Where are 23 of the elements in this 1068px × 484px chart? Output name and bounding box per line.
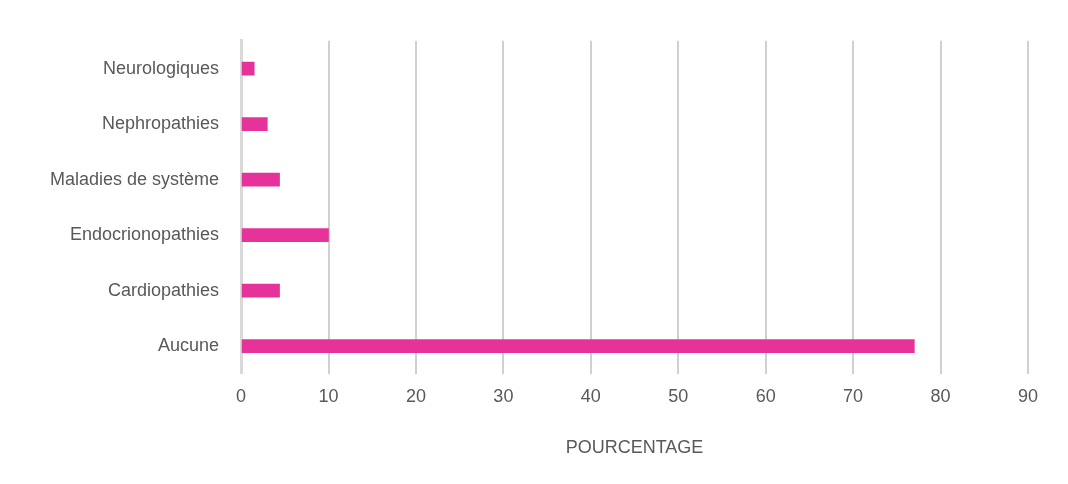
y-tick-label: Cardiopathies — [108, 279, 220, 300]
x-tick-label: 10 — [318, 385, 339, 406]
x-tick-label: 0 — [236, 385, 247, 406]
x-axis-title: POURCENTAGE — [565, 437, 704, 458]
x-tick-label: 40 — [580, 385, 601, 406]
y-tick-label: Endocrionopathies — [69, 224, 220, 245]
y-tick-label: Nephropathies — [101, 113, 220, 134]
x-tick-label: 90 — [1017, 385, 1039, 406]
y-tick-label: Maladies de système — [50, 168, 220, 189]
bar — [241, 117, 268, 131]
bar — [241, 61, 255, 76]
bar — [241, 339, 915, 353]
x-tick-label: 50 — [668, 385, 689, 406]
y-tick-label: Neurologiques — [103, 57, 220, 78]
bar — [241, 172, 280, 187]
x-tick-label: 80 — [930, 385, 951, 406]
bar — [241, 228, 329, 242]
x-tick-label: 60 — [755, 385, 776, 406]
x-tick-label: 70 — [843, 385, 864, 406]
y-tick-label: Aucune — [158, 335, 220, 356]
x-tick-label: 30 — [493, 385, 514, 406]
bar — [241, 283, 280, 298]
x-tick-label: 20 — [405, 385, 426, 406]
